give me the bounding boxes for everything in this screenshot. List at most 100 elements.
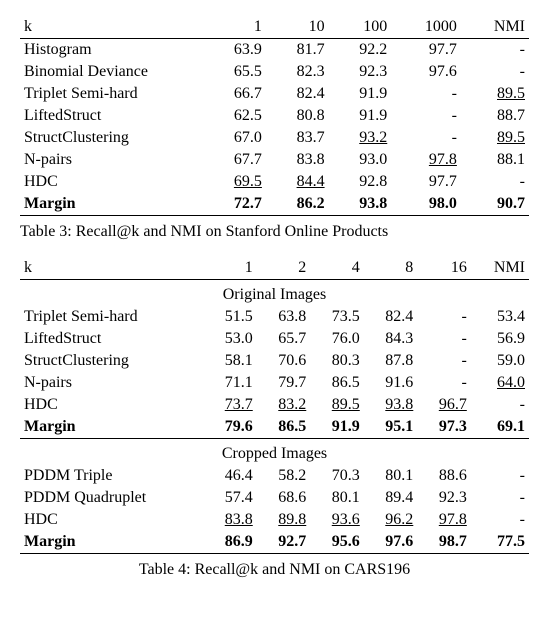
value-cell: 92.3 xyxy=(329,61,392,83)
value-cell: 86.5 xyxy=(257,416,311,439)
value-cell: 65.7 xyxy=(257,328,311,350)
value-cell: 97.6 xyxy=(391,61,461,83)
table-row: Histogram63.981.792.297.7- xyxy=(20,39,529,62)
value-cell: 93.2 xyxy=(329,127,392,149)
method-cell: Triplet Semi-hard xyxy=(20,306,203,328)
value-cell: 89.4 xyxy=(364,487,418,509)
value-cell: 97.7 xyxy=(391,171,461,193)
value-cell: 86.2 xyxy=(266,193,329,216)
value-cell: 83.7 xyxy=(266,127,329,149)
value-cell: 71.1 xyxy=(203,372,257,394)
method-cell: N-pairs xyxy=(20,149,203,171)
value-cell: - xyxy=(471,487,529,509)
method-cell: Margin xyxy=(20,193,203,216)
value-cell: 69.5 xyxy=(203,171,266,193)
table4: k 1 2 4 8 16 NMI Original Images Triplet… xyxy=(20,257,529,554)
value-cell: 83.2 xyxy=(257,394,311,416)
method-cell: Margin xyxy=(20,416,203,439)
method-cell: Triplet Semi-hard xyxy=(20,83,203,105)
value-cell: 57.4 xyxy=(203,487,257,509)
value-cell: 76.0 xyxy=(310,328,364,350)
value-cell: 51.5 xyxy=(203,306,257,328)
value-cell: 82.3 xyxy=(266,61,329,83)
value-cell: 97.7 xyxy=(391,39,461,62)
table4-section2-title: Cropped Images xyxy=(20,438,529,465)
table-row: N-pairs67.783.893.097.888.1 xyxy=(20,149,529,171)
table3: k 1 10 100 1000 NMI Histogram63.981.792.… xyxy=(20,16,529,216)
method-cell: HDC xyxy=(20,171,203,193)
value-cell: 64.0 xyxy=(471,372,529,394)
method-cell: LiftedStruct xyxy=(20,105,203,127)
value-cell: 88.6 xyxy=(417,465,471,487)
table-row: Margin72.786.293.898.090.7 xyxy=(20,193,529,216)
value-cell: 77.5 xyxy=(471,531,529,554)
table-row: StructClustering67.083.793.2-89.5 xyxy=(20,127,529,149)
table-row: HDC73.783.289.593.896.7- xyxy=(20,394,529,416)
value-cell: 91.6 xyxy=(364,372,418,394)
value-cell: - xyxy=(417,350,471,372)
value-cell: 80.8 xyxy=(266,105,329,127)
value-cell: 82.4 xyxy=(364,306,418,328)
value-cell: 97.8 xyxy=(417,509,471,531)
value-cell: - xyxy=(417,328,471,350)
value-cell: 96.7 xyxy=(417,394,471,416)
table4-header-k: k xyxy=(20,257,203,280)
value-cell: 62.5 xyxy=(203,105,266,127)
value-cell: 93.0 xyxy=(329,149,392,171)
table-row: StructClustering58.170.680.387.8-59.0 xyxy=(20,350,529,372)
value-cell: 89.5 xyxy=(461,83,529,105)
value-cell: 95.6 xyxy=(310,531,364,554)
value-cell: 53.0 xyxy=(203,328,257,350)
value-cell: 80.3 xyxy=(310,350,364,372)
value-cell: 89.5 xyxy=(461,127,529,149)
value-cell: 89.5 xyxy=(310,394,364,416)
value-cell: 84.4 xyxy=(266,171,329,193)
value-cell: 79.6 xyxy=(203,416,257,439)
value-cell: 63.8 xyxy=(257,306,311,328)
value-cell: 92.7 xyxy=(257,531,311,554)
table4-header-col: 16 xyxy=(417,257,471,280)
value-cell: 80.1 xyxy=(364,465,418,487)
table3-header-col: 10 xyxy=(266,16,329,39)
method-cell: Binomial Deviance xyxy=(20,61,203,83)
value-cell: 80.1 xyxy=(310,487,364,509)
method-cell: HDC xyxy=(20,394,203,416)
value-cell: 97.6 xyxy=(364,531,418,554)
table3-header-col: 1 xyxy=(203,16,266,39)
method-cell: HDC xyxy=(20,509,203,531)
value-cell: 56.9 xyxy=(471,328,529,350)
value-cell: 83.8 xyxy=(203,509,257,531)
value-cell: 91.9 xyxy=(329,83,392,105)
value-cell: - xyxy=(471,509,529,531)
table3-header-k: k xyxy=(20,16,203,39)
value-cell: 59.0 xyxy=(471,350,529,372)
table4-caption: Table 4: Recall@k and NMI on CARS196 xyxy=(20,560,529,581)
value-cell: - xyxy=(417,306,471,328)
table4-header-col: 2 xyxy=(257,257,311,280)
value-cell: 66.7 xyxy=(203,83,266,105)
value-cell: 93.8 xyxy=(329,193,392,216)
table4-header-col: NMI xyxy=(471,257,529,280)
table-row: Margin79.686.591.995.197.369.1 xyxy=(20,416,529,439)
value-cell: - xyxy=(391,127,461,149)
value-cell: 92.3 xyxy=(417,487,471,509)
table4-section1-title: Original Images xyxy=(20,279,529,306)
value-cell: 68.6 xyxy=(257,487,311,509)
value-cell: 87.8 xyxy=(364,350,418,372)
value-cell: 98.7 xyxy=(417,531,471,554)
value-cell: 79.7 xyxy=(257,372,311,394)
value-cell: 92.8 xyxy=(329,171,392,193)
value-cell: - xyxy=(461,171,529,193)
value-cell: 96.2 xyxy=(364,509,418,531)
method-cell: StructClustering xyxy=(20,350,203,372)
value-cell: 67.7 xyxy=(203,149,266,171)
value-cell: 97.8 xyxy=(391,149,461,171)
table-row: HDC69.584.492.897.7- xyxy=(20,171,529,193)
value-cell: - xyxy=(471,465,529,487)
method-cell: Margin xyxy=(20,531,203,554)
value-cell: 84.3 xyxy=(364,328,418,350)
value-cell: 63.9 xyxy=(203,39,266,62)
value-cell: 86.5 xyxy=(310,372,364,394)
value-cell: 58.1 xyxy=(203,350,257,372)
value-cell: 67.0 xyxy=(203,127,266,149)
